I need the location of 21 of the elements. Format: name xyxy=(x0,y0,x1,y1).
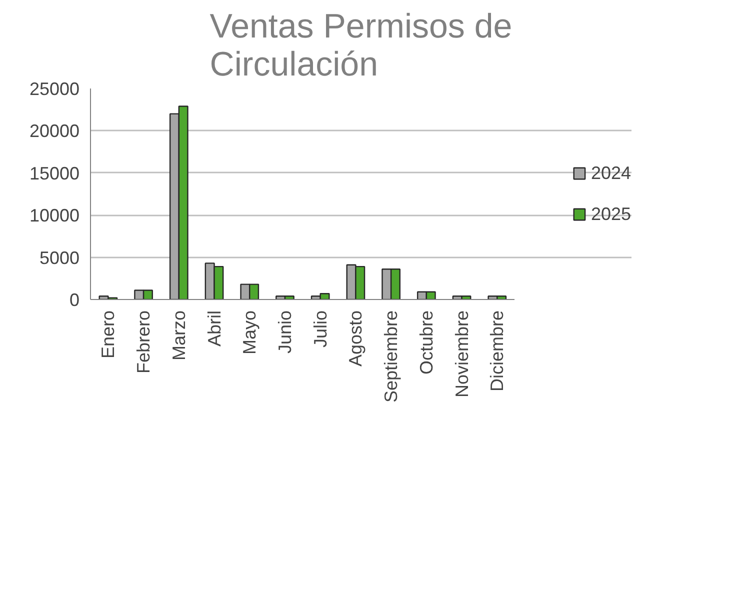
x-tick-label: Febrero xyxy=(134,310,154,374)
x-tick-label: Julio xyxy=(310,310,330,348)
x-tick-label: Agosto xyxy=(346,310,366,367)
x-tick-label: Abril xyxy=(204,310,224,347)
x-tick-label: Septiembre xyxy=(381,310,402,403)
legend-label: 2025 xyxy=(590,204,631,224)
y-tick-label: 15000 xyxy=(29,163,80,184)
x-tick-label: Enero xyxy=(98,310,118,359)
x-tick-label: Junio xyxy=(274,310,295,354)
y-tick-label: 5000 xyxy=(39,248,80,268)
x-tick-label: Octubre xyxy=(416,310,436,375)
y-tick-label: 0 xyxy=(69,290,80,310)
legend-label: 2024 xyxy=(590,162,631,184)
x-tick-label: Mayo xyxy=(240,310,260,355)
y-tick-label: 10000 xyxy=(29,206,80,226)
y-tick-label: 20000 xyxy=(29,121,80,142)
y-tick-label: 25000 xyxy=(29,79,80,99)
x-tick-label: Marzo xyxy=(168,310,189,361)
chart-title: Ventas Permisos de Circulación xyxy=(210,8,512,84)
x-tick-label: Noviembre xyxy=(452,310,472,398)
x-tick-label: Diciembre xyxy=(487,310,508,392)
